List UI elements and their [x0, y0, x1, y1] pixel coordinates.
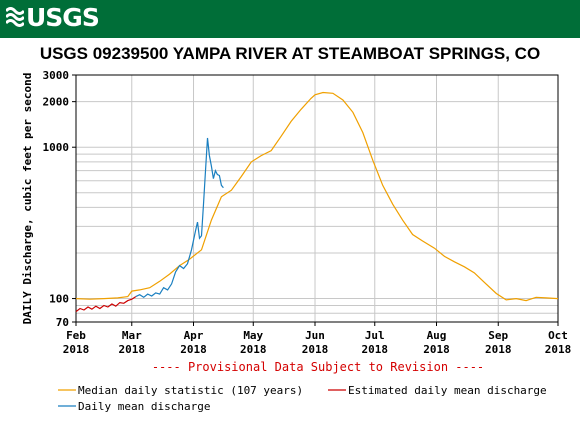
x-tick-month: Jul	[365, 329, 385, 342]
y-tick-label: 1000	[43, 141, 70, 154]
x-tick-month: May	[243, 329, 263, 342]
plot-frame	[75, 74, 559, 323]
x-tick-year: 2018	[362, 343, 389, 356]
y-tick-label: 100	[49, 293, 69, 306]
legend-entry: Estimated daily mean discharge	[348, 384, 547, 397]
chart-title: USGS 09239500 YAMPA RIVER AT STEAMBOAT S…	[39, 44, 541, 63]
usgs-logo[interactable]: USGS	[6, 3, 100, 32]
x-tick-month: Jun	[305, 329, 325, 342]
x-tick-year: 2018	[119, 343, 146, 356]
x-tick-month: Apr	[184, 329, 204, 342]
x-axis-ticks: Feb2018Mar2018Apr2018May2018Jun2018Jul20…	[63, 322, 572, 356]
x-tick-month: Mar	[122, 329, 142, 342]
legend: Median daily statistic (107 years) Estima…	[58, 384, 547, 413]
series-layer	[75, 91, 559, 313]
y-tick-label: 2000	[43, 96, 70, 109]
x-tick-year: 2018	[180, 343, 207, 356]
x-tick-year: 2018	[545, 343, 572, 356]
x-tick-year: 2018	[63, 343, 90, 356]
usgs-logo-text: USGS	[26, 3, 100, 32]
series-line-1	[75, 296, 137, 313]
legend-entry: Daily mean discharge	[78, 400, 210, 413]
y-tick-label: 70	[56, 316, 69, 329]
x-tick-month: Feb	[66, 329, 86, 342]
series-line-0	[75, 91, 559, 302]
grid	[75, 74, 559, 322]
x-tick-year: 2018	[485, 343, 512, 356]
y-axis-label: DAILY Discharge, cubic feet per second	[21, 73, 34, 325]
x-tick-year: 2018	[240, 343, 267, 356]
x-tick-month: Oct	[548, 329, 568, 342]
y-tick-label: 3000	[43, 69, 70, 82]
x-tick-year: 2018	[423, 343, 450, 356]
x-tick-year: 2018	[302, 343, 329, 356]
y-axis-ticks: 70 100 1000 2000 3000	[43, 69, 76, 329]
legend-entry: Median daily statistic (107 years)	[78, 384, 303, 397]
x-tick-month: Sep	[488, 329, 508, 342]
usgs-wave-icon	[6, 7, 24, 27]
provisional-note: ---- Provisional Data Subject to Revisio…	[152, 360, 484, 374]
x-tick-month: Aug	[427, 329, 447, 342]
usgs-banner: USGS	[0, 0, 580, 38]
series-line-2	[135, 137, 224, 299]
